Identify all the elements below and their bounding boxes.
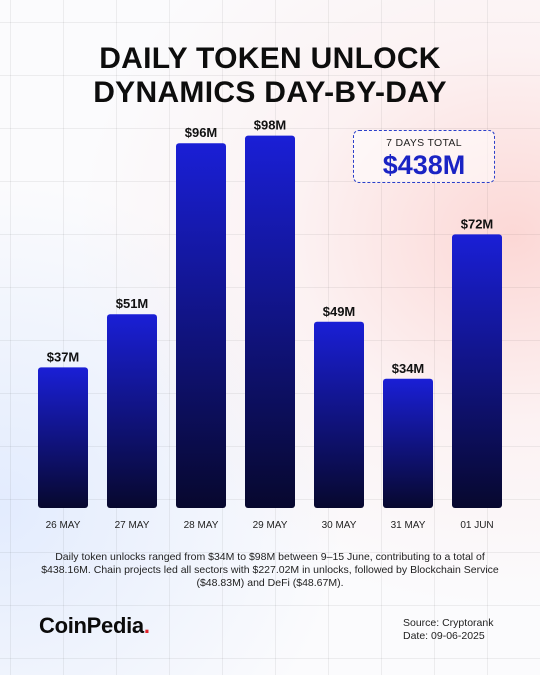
bar-value-label: $49M — [323, 304, 356, 319]
title-line-1: DAILY TOKEN UNLOCK — [99, 42, 441, 75]
total-badge: 7 DAYS TOTAL $438M — [353, 130, 495, 183]
bar-27-may — [107, 314, 157, 508]
x-tick-label: 29 MAY — [253, 520, 288, 531]
x-tick-label: 26 MAY — [46, 520, 81, 531]
coinpedia-logo: CoinPedia. — [39, 613, 150, 639]
bar-28-may — [176, 143, 226, 508]
bar-29-may — [245, 135, 295, 508]
date-text: Date: 09-06-2025 — [403, 630, 485, 642]
bar-26-may — [38, 367, 88, 508]
x-tick-label: 30 MAY — [322, 520, 357, 531]
x-tick-label: 31 MAY — [391, 520, 426, 531]
bar-value-label: $72M — [461, 216, 494, 231]
bar-31-may — [383, 378, 433, 508]
x-tick-label: 01 JUN — [460, 520, 493, 531]
page-title: DAILY TOKEN UNLOCK DYNAMICS DAY-BY-DAY — [0, 42, 540, 110]
bar-01-jun — [452, 234, 502, 508]
x-tick-label: 27 MAY — [115, 520, 150, 531]
bar-30-may — [314, 321, 364, 508]
bar-value-label: $96M — [185, 125, 218, 140]
bars-group: $37M 26 MAY $51M 27 MAY $96M 28 MAY $98M 29 MAY… — [38, 118, 502, 531]
bar-value-label: $98M — [254, 118, 287, 133]
title-line-2: DYNAMICS DAY-BY-DAY — [93, 76, 447, 109]
description-text: Daily token unlocks ranged from $34M to … — [41, 551, 499, 589]
total-value: $438M — [382, 150, 466, 180]
source-text: Source: Cryptorank — [403, 617, 494, 629]
logo-text: CoinPedia — [39, 613, 144, 638]
bar-value-label: $37M — [47, 349, 80, 364]
source-info: Source: Cryptorank Date: 09-06-2025 — [403, 617, 493, 643]
bar-value-label: $34M — [392, 361, 425, 376]
bar-value-label: $51M — [116, 296, 149, 311]
logo-dot: . — [143, 613, 150, 638]
total-label: 7 DAYS TOTAL — [386, 137, 462, 149]
x-tick-label: 28 MAY — [184, 520, 219, 531]
